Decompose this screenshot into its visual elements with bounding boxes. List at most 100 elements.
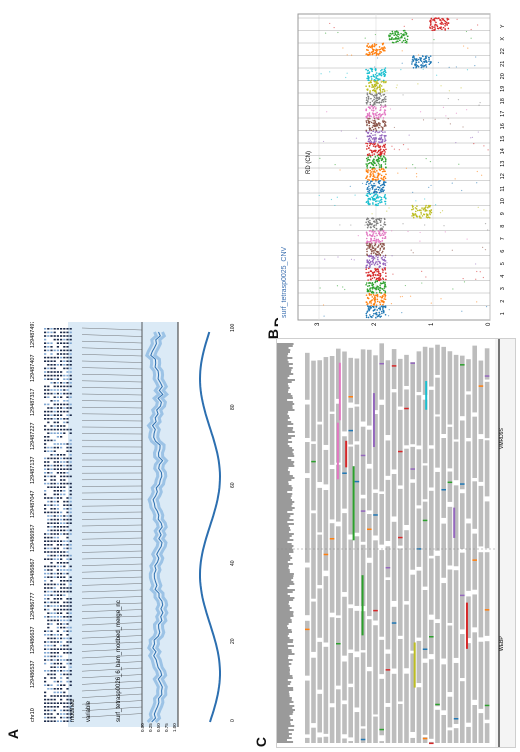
coverage-bar [277,463,294,465]
cnv-point [367,267,370,270]
methylation-call [44,655,47,658]
methylation-call [69,641,72,643]
methylation-call [44,367,47,370]
methylation-call [47,709,50,712]
methylation-call [44,511,47,514]
cnv-point [374,146,377,148]
methylation-call [53,720,56,722]
mismatch [311,460,316,463]
methylation-call [50,540,53,542]
cnv-point [370,46,373,48]
coverage-bar [277,543,292,545]
cnv-point [367,156,369,159]
cpg-link [81,622,143,626]
aligned-read [379,343,384,400]
cnv-point [371,271,374,274]
cnv-point [379,189,382,191]
coverage-bar [277,719,294,721]
methylation-call [47,504,50,506]
cnv-point [418,209,421,212]
cnv-point [477,206,479,208]
cnv-point [382,80,384,83]
cnv-point [382,149,385,151]
cnv-point [415,61,417,63]
cnv-point [365,99,367,101]
methylation-call [56,634,59,636]
methylation-call [69,612,72,614]
cnv-point [366,175,369,177]
cnv-point [366,164,369,167]
methylation-call [47,616,50,618]
cpg-link [81,426,143,428]
coverage-bar [277,589,295,591]
methylation-call [47,598,50,600]
cnv-point [373,251,376,253]
cnv-point [378,92,380,94]
methylation-call [63,554,66,557]
cpg-link [81,537,143,540]
cnv-point [371,70,373,73]
cnv-point [426,213,429,215]
coverage-bar [277,693,290,695]
coverage-bar [277,413,288,415]
cnv-point [369,305,372,308]
cnv-point [366,188,368,190]
methylation-call [47,536,50,539]
methylation-call [53,536,56,539]
methylation-call [69,511,72,514]
cnv-point [371,126,374,129]
cnv-point [371,119,373,121]
cnv-point [369,315,372,318]
cnv-point [374,188,376,191]
aligned-read [367,468,372,511]
cnv-point [445,21,448,24]
methylation-call [60,410,63,413]
coverage-bar [277,617,291,619]
cnv-point [382,168,385,170]
methylation-call [44,346,47,348]
cnv-point [367,162,370,165]
coverage-bar [277,393,291,395]
cnv-point [382,255,385,257]
cnv-point [376,101,379,104]
methylation-call [53,403,56,406]
cnv-point [430,302,432,304]
methylation-call [69,364,72,366]
methylation-call [69,475,72,478]
methylation-call [56,569,59,571]
methylation-call [56,461,59,463]
cnv-point [378,86,381,89]
cnv-point [465,30,468,33]
cnv-point [425,276,427,278]
methylation-call [66,468,69,470]
cnv-point [382,190,385,193]
coverage-bar [277,375,290,377]
methylation-call [50,601,53,604]
cnv-point [370,307,372,309]
methylation-call [44,482,47,485]
aligned-read [323,357,329,445]
aligned-read [342,513,347,593]
cnv-point [482,276,484,279]
cpg-link [81,661,143,665]
methylation-call [63,652,66,654]
cnv-point [385,166,387,169]
cnv-point [379,134,381,137]
cnv-point [367,170,369,172]
cnv-point [365,108,368,110]
coverage-bar [277,399,288,401]
cnv-point [478,104,480,106]
cnv-point [386,210,388,212]
methylation-call [66,461,69,463]
methylation-call [69,486,72,488]
coverage-bar [277,729,294,731]
aligned-read [329,707,335,743]
aligned-read [422,737,428,743]
cnv-point [382,79,385,82]
cnv-point [383,120,386,123]
cnv-point [412,163,414,166]
cnv-point [380,72,383,74]
methylation-call [69,414,72,416]
mismatch [354,480,360,483]
methylation-call [69,454,72,456]
